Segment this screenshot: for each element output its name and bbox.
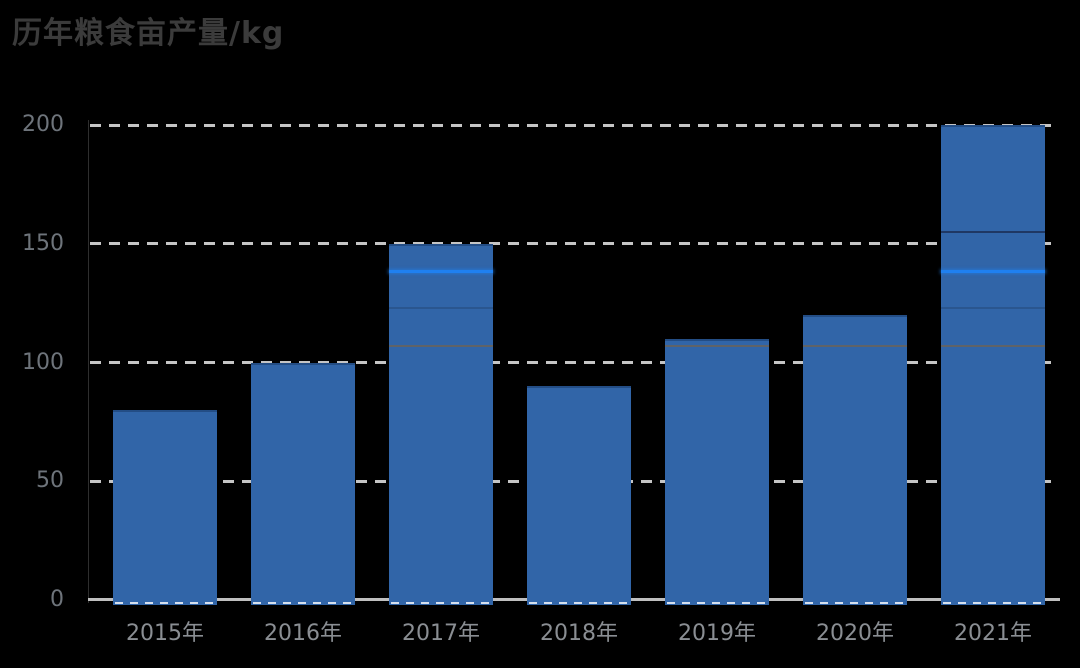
bar-inner-line-107 <box>803 344 907 347</box>
bar-inner-line-107 <box>665 344 769 347</box>
bar-bottom-dashes <box>667 602 767 604</box>
bar-inner-line-123 <box>941 306 1045 309</box>
gridline-150 <box>90 242 1057 246</box>
x-axis-tick-label: 2021年 <box>954 621 1032 646</box>
bar-2016年 <box>251 362 355 605</box>
y-axis-tick-label: 150 <box>22 230 64 256</box>
y-axis-tick-label: 0 <box>50 587 64 612</box>
y-axis-line <box>88 120 89 603</box>
y-axis-tick-label: 50 <box>36 468 64 494</box>
bar-2015年 <box>113 410 217 605</box>
x-axis-tick-label: 2016年 <box>264 621 342 646</box>
x-axis-tick-label: 2019年 <box>678 621 756 646</box>
bar-inner-line-123 <box>389 306 493 309</box>
bar-bottom-dashes <box>253 602 353 604</box>
bar-2021年 <box>941 125 1045 605</box>
plot-area <box>90 123 1057 605</box>
y-axis-tick-label: 200 <box>22 112 64 137</box>
bar-inner-line-138 <box>941 270 1045 274</box>
bar-inner-line-138 <box>389 270 493 274</box>
gridline-200 <box>90 123 1057 127</box>
bar-2018年 <box>527 386 631 605</box>
bar-bottom-dashes <box>805 602 905 604</box>
bar-bottom-dashes <box>115 602 215 604</box>
bar-inner-line-155 <box>941 230 1045 233</box>
bar-bottom-dashes <box>943 602 1043 604</box>
chart-title: 历年粮食亩产量/kg <box>12 16 285 51</box>
bar-bottom-dashes <box>391 602 491 604</box>
bar-2020年 <box>803 315 907 605</box>
bar-2019年 <box>665 338 769 605</box>
x-axis-tick-label: 2017年 <box>402 621 480 646</box>
bar-inner-line-107 <box>389 344 493 347</box>
x-axis-tick-label: 2020年 <box>816 621 894 646</box>
bar-2017年 <box>389 243 493 605</box>
bar-bottom-dashes <box>529 602 629 604</box>
x-axis-tick-label: 2018年 <box>540 621 618 646</box>
x-axis-tick-label: 2015年 <box>126 621 204 646</box>
gridline-100 <box>90 361 1057 364</box>
y-axis-tick-label: 100 <box>22 349 64 375</box>
bar-inner-line-107 <box>941 344 1045 347</box>
